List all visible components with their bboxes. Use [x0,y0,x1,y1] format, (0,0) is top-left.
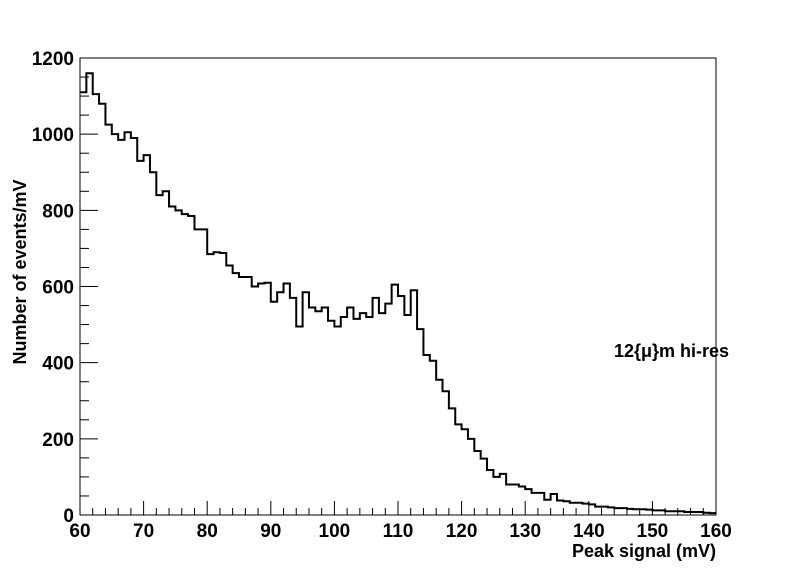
y-tick-label: 1200 [32,49,74,70]
x-axis-title: Peak signal (mV) [572,541,716,561]
x-tick-label: 120 [446,521,478,542]
y-tick-label: 400 [42,354,74,375]
x-tick-label: 90 [260,521,281,542]
y-tick-label: 1000 [32,125,74,146]
y-axis: 0 200 400 600 800 1000 1200 [32,49,98,527]
histogram-line [80,72,716,515]
x-tick-label: 140 [573,521,605,542]
x-tick-label: 130 [509,521,541,542]
x-tick-label: 110 [383,521,414,542]
y-tick-label: 0 [63,506,74,527]
x-tick-label: 80 [197,521,218,542]
y-tick-label: 600 [42,278,74,299]
y-tick-label: 800 [42,201,74,222]
annotation-label: 12{μ}m hi-res [614,341,729,361]
x-tick-label: 150 [637,521,669,542]
x-tick-label: 70 [133,521,154,542]
x-tick-label: 160 [700,521,732,542]
x-axis: 60 70 80 90 100 110 120 130 140 150 160 [69,501,732,542]
y-axis-title: Number of events/mV [10,179,30,364]
x-tick-label: 60 [69,521,90,542]
y-tick-label: 200 [42,430,74,451]
x-tick-label: 100 [319,521,351,542]
